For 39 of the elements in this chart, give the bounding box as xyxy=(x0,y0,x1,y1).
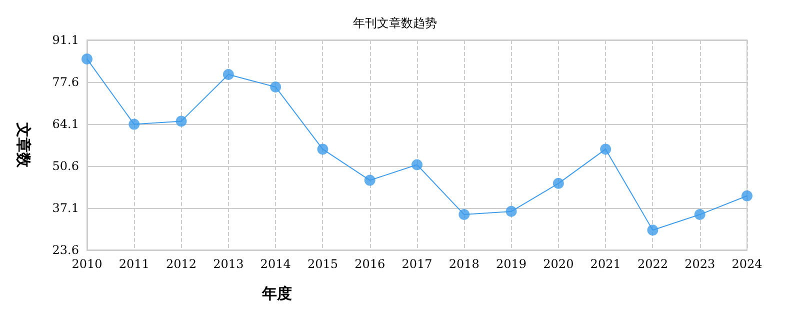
x-tick-label: 2018 xyxy=(448,257,480,271)
x-tick-label: 2019 xyxy=(496,257,527,271)
x-tick-label: 2013 xyxy=(213,257,244,271)
y-tick-label: 64.1 xyxy=(52,117,79,131)
x-tick-label: 2016 xyxy=(354,257,386,271)
point xyxy=(742,190,752,202)
y-tick-label: 50.6 xyxy=(52,159,79,173)
y-tick-label: 37.1 xyxy=(52,201,79,215)
point xyxy=(317,144,328,155)
x-tick-label: 2015 xyxy=(307,257,338,271)
point xyxy=(222,69,234,80)
y-axis-title: 文章数 xyxy=(14,122,32,168)
point xyxy=(82,53,92,64)
point xyxy=(458,209,470,220)
x-tick-label: 2011 xyxy=(118,257,150,271)
x-tick-label: 2023 xyxy=(684,257,716,271)
point xyxy=(176,116,187,127)
x-tick-label: 2022 xyxy=(637,257,668,271)
x-tick-label: 2021 xyxy=(590,257,621,271)
x-tick-label: 2020 xyxy=(543,257,574,271)
x-tick-label: 2010 xyxy=(72,257,102,271)
point xyxy=(600,144,612,155)
point xyxy=(694,209,706,220)
x-axis-title: 年度 xyxy=(261,284,292,302)
y-tick-label: 23.6 xyxy=(52,243,79,257)
point xyxy=(506,206,517,217)
point xyxy=(647,224,658,236)
x-tick-label: 2012 xyxy=(166,257,197,271)
point xyxy=(364,174,376,186)
x-tick-label: 2014 xyxy=(260,257,292,271)
x-tick-label: 2017 xyxy=(402,257,432,271)
point xyxy=(412,159,422,170)
x-tick-label: 2024 xyxy=(732,257,763,271)
y-tick-label: 91.1 xyxy=(52,33,79,47)
point xyxy=(270,81,282,92)
point xyxy=(128,118,140,130)
y-tick-label: 77.6 xyxy=(52,75,79,89)
point xyxy=(552,178,564,189)
chart-title: 年刊文章数趋势 xyxy=(353,16,437,30)
